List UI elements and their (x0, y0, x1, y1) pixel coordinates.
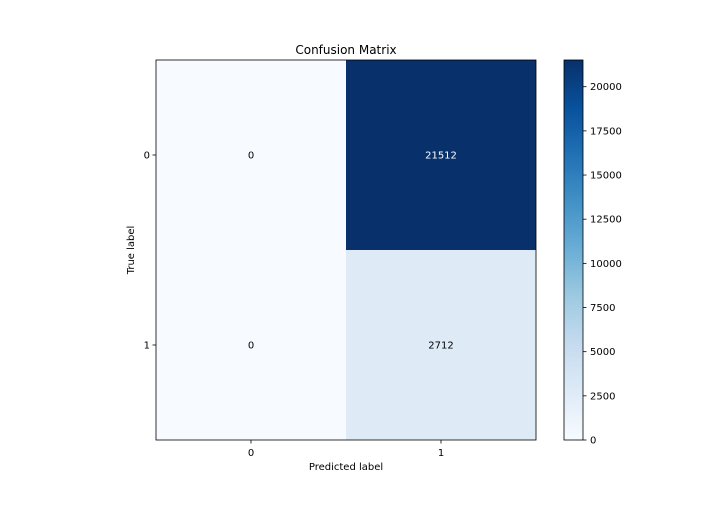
heatmap-cell (346, 250, 536, 440)
chart-title: Confusion Matrix (295, 43, 396, 57)
cell-labels: 0 21512 0 2712 (248, 151, 457, 352)
heatmap-cell (346, 60, 536, 250)
y-tick-label: 0 (144, 151, 150, 162)
colorbar-tick-label: 10000 (590, 259, 622, 270)
x-tick-label: 0 (248, 448, 254, 459)
colorbar-ticks: 0 2500 5000 7500 10000 12500 15000 17500 20000 (583, 82, 622, 447)
heatmap-cell (156, 250, 346, 440)
cell-value-label: 0 (248, 341, 254, 352)
colorbar-tick-label: 0 (590, 436, 596, 447)
colorbar-tick-label: 7500 (590, 303, 615, 314)
cell-value-label: 21512 (425, 151, 457, 162)
colorbar-tick-label: 2500 (590, 391, 615, 402)
heatmap-cell (156, 60, 346, 250)
heatmap-cells (156, 60, 536, 440)
x-axis-label: Predicted label (309, 462, 383, 473)
colorbar (563, 59, 584, 441)
colorbar-tick-label: 5000 (590, 347, 615, 358)
plot-frame (155, 59, 537, 441)
cell-value-label: 0 (248, 151, 254, 162)
colorbar-tick-label: 12500 (590, 215, 622, 226)
colorbar-tick-label: 15000 (590, 171, 622, 182)
y-axis-label: True label (126, 226, 137, 276)
cell-value-label: 2712 (428, 341, 453, 352)
colorbar-tick-label: 20000 (590, 82, 622, 93)
y-tick-label: 1 (144, 341, 150, 352)
y-axis-ticks: 01 (144, 151, 156, 352)
x-tick-label: 1 (438, 448, 444, 459)
colorbar-tick-label: 17500 (590, 126, 622, 137)
